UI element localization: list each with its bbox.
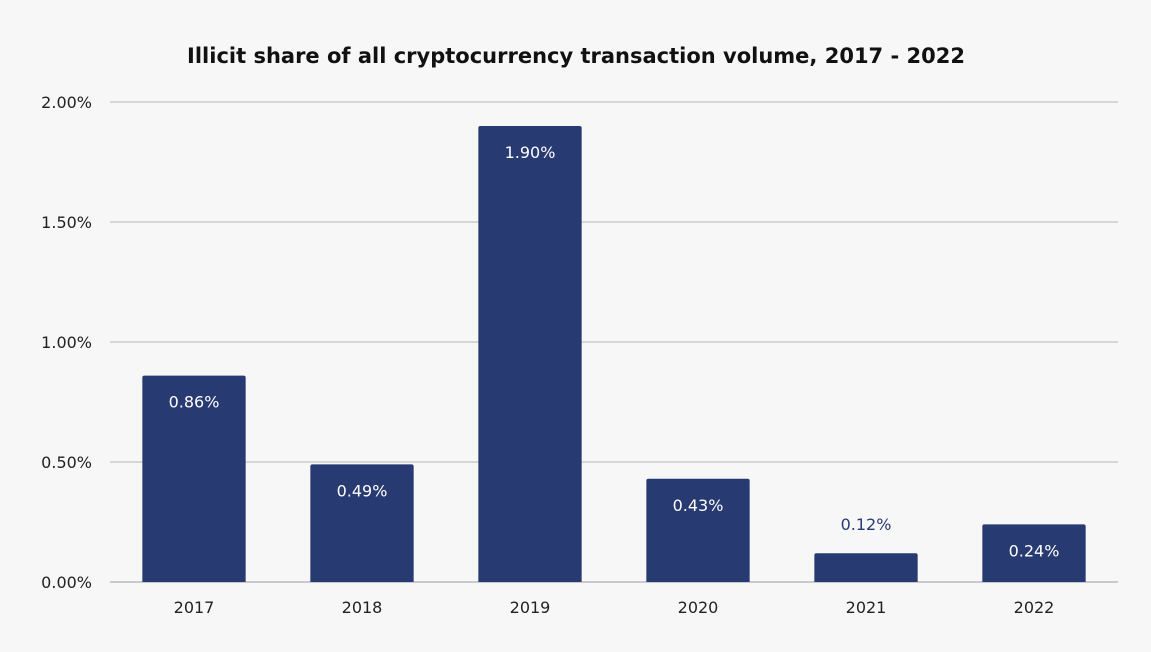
y-tick-label: 0.50% [41, 453, 92, 472]
x-tick-label: 2022 [1014, 598, 1055, 617]
bar-2021 [814, 553, 918, 582]
y-axis-ticks: 0.00% 0.50% 1.00% 1.50% 2.00% [41, 93, 92, 592]
y-tick-label: 0.00% [41, 573, 92, 592]
x-tick-label: 2017 [174, 598, 215, 617]
y-tick-label: 2.00% [41, 93, 92, 112]
x-tick-label: 2019 [510, 598, 551, 617]
y-tick-label: 1.00% [41, 333, 92, 352]
bars [142, 126, 1086, 582]
data-label: 0.12% [841, 515, 892, 534]
x-axis-ticks: 2017 2018 2019 2020 2021 2022 [174, 598, 1055, 617]
chart-title: Illicit share of all cryptocurrency tran… [187, 44, 965, 68]
bar-2017 [142, 375, 246, 582]
data-label: 0.49% [337, 481, 388, 500]
bar-2018 [310, 464, 414, 582]
gridlines [110, 101, 1118, 583]
x-tick-label: 2018 [342, 598, 383, 617]
data-label: 1.90% [505, 143, 556, 162]
bar-2019 [478, 126, 582, 582]
data-label: 0.86% [169, 393, 220, 412]
bar-2022 [982, 524, 1086, 582]
data-labels: 0.86% 0.49% 1.90% 0.43% 0.12% 0.24% [169, 143, 1060, 560]
data-label: 0.43% [673, 496, 724, 515]
x-tick-label: 2021 [846, 598, 887, 617]
x-tick-label: 2020 [678, 598, 719, 617]
y-tick-label: 1.50% [41, 213, 92, 232]
data-label: 0.24% [1009, 541, 1060, 560]
bar-2020 [646, 478, 750, 582]
